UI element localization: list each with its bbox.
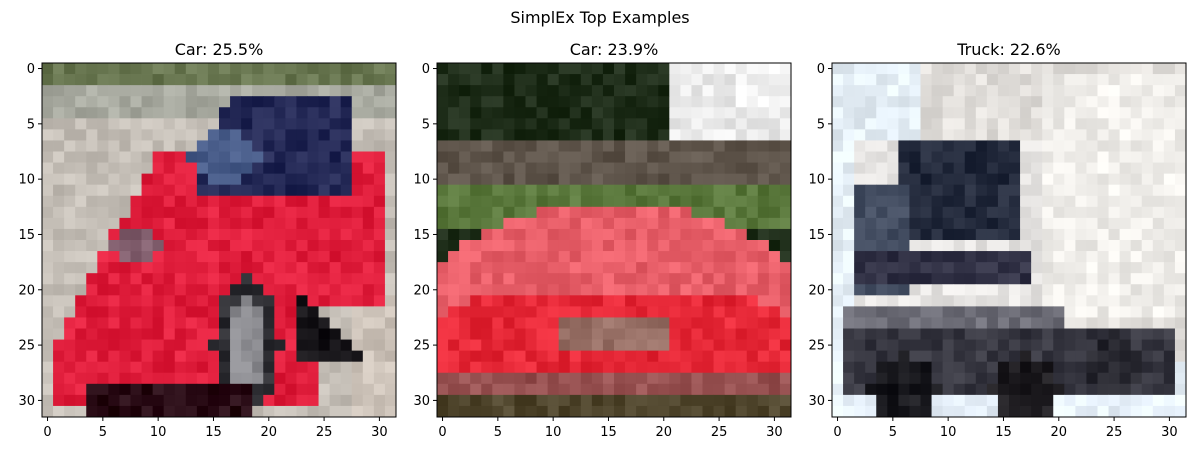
- y-tick-label: 5: [817, 117, 825, 132]
- y-tick-label: 20: [808, 283, 825, 298]
- y-tick-label: 0: [27, 62, 35, 77]
- y-tick-label: 20: [413, 283, 430, 298]
- x-tick-label: 15: [600, 425, 617, 440]
- y-tick-label: 0: [422, 62, 430, 77]
- y-tick-label: 30: [18, 394, 35, 409]
- y-tick-label: 10: [808, 173, 825, 188]
- panel-title: Car: 25.5%: [175, 40, 264, 59]
- axes-frame: [831, 62, 1187, 418]
- x-tick-label: 5: [99, 425, 107, 440]
- x-tick-label: 0: [833, 425, 841, 440]
- y-tick-label: 15: [808, 228, 825, 243]
- panel-image: [437, 63, 792, 418]
- y-tick-label: 25: [413, 339, 430, 354]
- x-tick-label: 10: [150, 425, 167, 440]
- x-tick-label: 30: [371, 425, 388, 440]
- y-tick-label: 30: [808, 394, 825, 409]
- x-tick-label: 5: [494, 425, 502, 440]
- x-tick-label: 30: [1161, 425, 1178, 440]
- y-tick-label: 15: [18, 228, 35, 243]
- x-tick-label: 25: [711, 425, 728, 440]
- x-tick-label: 20: [1051, 425, 1068, 440]
- panel-3: Truck: 22.6% 0 5 10 15 20 25 30 0 5 10 15 20 25 30: [808, 40, 1187, 440]
- y-tick-label: 0: [817, 62, 825, 77]
- figure-title: SimplEx Top Examples: [510, 8, 689, 27]
- panel-2: Car: 23.9% 0 5 10 15 20 25 30 0 5 10 15 20 25 30: [413, 40, 792, 440]
- x-tick-label: 10: [940, 425, 957, 440]
- y-tick-label: 15: [413, 228, 430, 243]
- x-tick-label: 20: [261, 425, 278, 440]
- x-tick-label: 5: [889, 425, 897, 440]
- x-tick-label: 10: [545, 425, 562, 440]
- x-tick-label: 25: [316, 425, 333, 440]
- panel-image: [832, 63, 1187, 418]
- x-tick-label: 15: [205, 425, 222, 440]
- panel-title: Truck: 22.6%: [956, 40, 1061, 59]
- panel-image: [42, 63, 397, 418]
- y-tick-label: 10: [413, 173, 430, 188]
- x-tick-label: 30: [766, 425, 783, 440]
- y-tick-label: 30: [413, 394, 430, 409]
- y-tick-label: 25: [808, 339, 825, 354]
- panel-1: Car: 25.5% 0 5 10 15 20 25 30 0 5 10 15 20 25 30: [18, 40, 397, 440]
- x-tick-label: 25: [1106, 425, 1123, 440]
- x-tick-label: 0: [438, 425, 446, 440]
- x-tick-label: 15: [995, 425, 1012, 440]
- x-tick-label: 0: [43, 425, 51, 440]
- y-tick-label: 10: [18, 173, 35, 188]
- y-tick-label: 25: [18, 339, 35, 354]
- axes-frame: [436, 62, 792, 418]
- y-tick-label: 20: [18, 283, 35, 298]
- axes-frame: [41, 62, 397, 418]
- y-tick-label: 5: [27, 117, 35, 132]
- y-tick-label: 5: [422, 117, 430, 132]
- x-tick-label: 20: [656, 425, 673, 440]
- panel-title: Car: 23.9%: [570, 40, 659, 59]
